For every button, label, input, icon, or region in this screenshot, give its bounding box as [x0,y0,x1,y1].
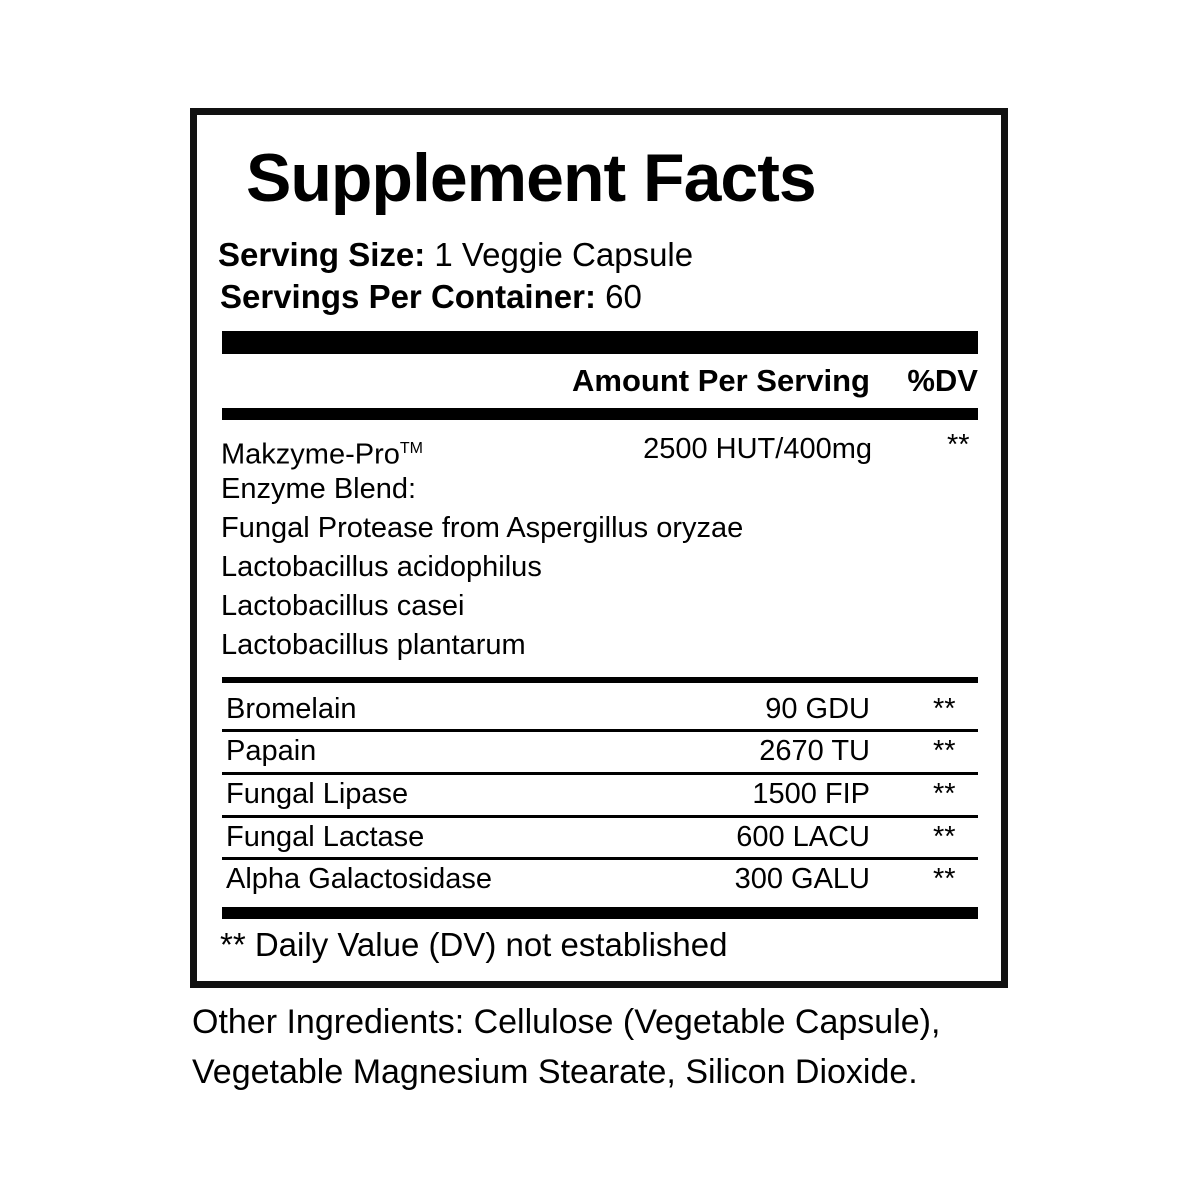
servings-per-container-value: 60 [605,278,642,315]
header-divider [222,408,978,420]
blend-line: Enzyme Blend: [221,473,417,505]
thick-divider [222,331,978,354]
supplement-facts-panel [190,108,1008,988]
blend-line: Lactobacillus plantarum [221,629,526,661]
row-divider [222,815,978,818]
other-ingredients-line: Other Ingredients: Cellulose (Vegetable … [192,1003,941,1041]
serving-size-label: Serving Size: [218,236,426,273]
blend-divider [222,677,978,683]
amount-per-serving-header: Amount Per Serving [572,363,870,398]
footnote: ** Daily Value (DV) not established [220,926,728,963]
blend-line: Lactobacillus acidophilus [221,551,542,583]
blend-line: Lactobacillus casei [221,590,465,622]
row-divider [222,729,978,732]
blend-dv: ** [947,429,970,461]
servings-per-container: Servings Per Container: 60 [220,278,642,316]
blend-name: Makzyme-ProTM [221,438,423,471]
trademark-mark: TM [399,440,423,457]
row-divider [222,857,978,860]
serving-size: Serving Size: 1 Veggie Capsule [218,236,693,274]
blend-amount: 2500 HUT/400mg [643,433,872,465]
dv-header: %DV [907,363,978,398]
servings-per-container-label: Servings Per Container: [220,278,596,315]
row-divider [222,772,978,775]
serving-size-value: 1 Veggie Capsule [434,236,694,273]
blend-line: Fungal Protease from Aspergillus oryzae [221,512,744,544]
panel-title: Supplement Facts [246,140,817,216]
bottom-thick-divider [222,907,978,919]
other-ingredients-line: Vegetable Magnesium Stearate, Silicon Di… [192,1053,918,1091]
